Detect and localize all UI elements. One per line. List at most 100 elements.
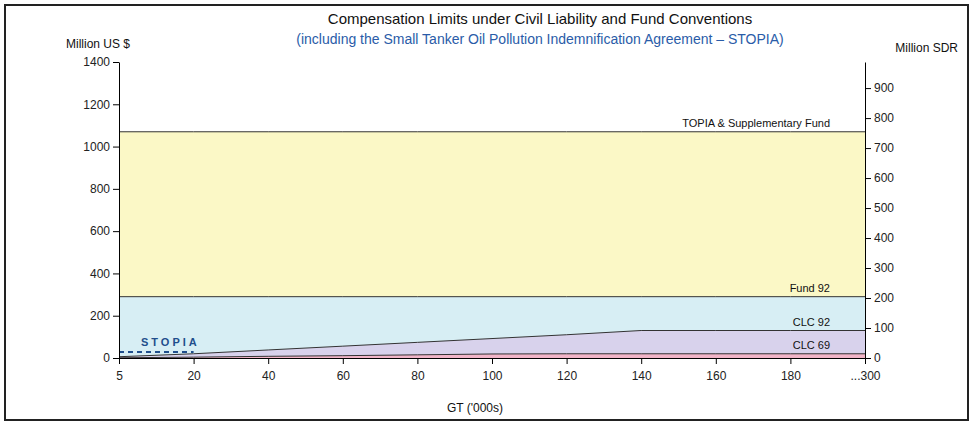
tick-label: 600 — [90, 224, 110, 238]
tick-label: 20 — [187, 369, 201, 383]
tick-label: 120 — [557, 369, 577, 383]
y2-axis: 0 100 200 300 400 500 600 700 800 900 — [865, 63, 894, 366]
tick-mark — [268, 358, 269, 364]
tick-mark — [113, 273, 119, 274]
tick-label: 400 — [90, 267, 110, 281]
subtitle: (including the Small Tanker Oil Pollutio… — [296, 31, 783, 47]
tick-label: 200 — [90, 309, 110, 323]
tick: 700 — [865, 141, 894, 155]
area-edge — [119, 131, 865, 132]
tick-mark — [567, 358, 568, 364]
tick-label: 80 — [411, 369, 425, 383]
tick: 120 — [557, 358, 577, 383]
tick: 1000 — [83, 140, 119, 154]
tick: 5 — [116, 358, 123, 383]
tick-label: 100 — [482, 369, 502, 383]
tick: 400 — [90, 267, 119, 281]
tick-label: 800 — [90, 182, 110, 196]
tick: 20 — [187, 358, 201, 383]
tick-mark — [113, 147, 119, 148]
tick: 300 — [865, 261, 894, 275]
series-labels: TOPIA & Supplementary FundFund 92CLC 92C… — [141, 117, 830, 351]
tick-label: 1000 — [83, 140, 110, 154]
tick: 100 — [482, 358, 502, 383]
background — [0, 0, 975, 427]
tick: 800 — [865, 111, 894, 125]
tick: 0 — [865, 351, 881, 365]
tick-mark — [790, 358, 791, 364]
tick: 60 — [337, 358, 351, 383]
tick-mark — [865, 298, 871, 299]
tick: 500 — [865, 201, 894, 215]
tick-mark — [865, 118, 871, 119]
tick: 160 — [706, 358, 726, 383]
area — [119, 132, 865, 358]
tick-label: 160 — [706, 369, 726, 383]
tick-label: 300 — [874, 261, 894, 275]
tick-label: 0 — [103, 351, 110, 365]
frame — [5, 5, 968, 420]
area-edge — [119, 296, 865, 297]
tick-label: 500 — [874, 201, 894, 215]
x-axis-title: GT ('000s) — [447, 401, 503, 415]
area — [119, 297, 865, 358]
tick-label: ...300 — [850, 369, 880, 383]
tick-mark — [865, 178, 871, 179]
tick-mark — [113, 231, 119, 232]
tick: 140 — [632, 358, 652, 383]
tick-mark — [417, 358, 418, 364]
tick-mark — [492, 358, 493, 364]
tick-mark — [113, 62, 119, 63]
tick: 200 — [90, 309, 119, 323]
tick: 0 — [103, 351, 119, 365]
tick-label: 60 — [337, 369, 351, 383]
tick: 800 — [90, 182, 119, 196]
tick-label: 1200 — [83, 98, 110, 112]
tick-mark — [865, 148, 871, 149]
tick: 200 — [865, 291, 894, 305]
tick: 600 — [90, 224, 119, 238]
tick-label: 5 — [116, 369, 123, 383]
area — [119, 354, 865, 358]
y-axis-title: Million US $ — [66, 37, 130, 51]
tick-label: 1400 — [83, 55, 110, 69]
area-edge — [119, 354, 865, 358]
tick-mark — [119, 358, 120, 364]
tick: ...300 — [850, 358, 880, 383]
tick-label: 40 — [262, 369, 276, 383]
tick-mark — [113, 104, 119, 105]
tick-label: 700 — [874, 141, 894, 155]
tick-mark — [113, 358, 119, 359]
tick: 1200 — [83, 98, 119, 112]
axis-line — [119, 63, 120, 359]
tick-label: 200 — [874, 291, 894, 305]
y-axis: 0 200 400 600 800 1000 1200 1400 — [83, 55, 119, 365]
tick-mark — [194, 358, 195, 364]
area-edge — [119, 331, 865, 357]
plot-marks — [119, 132, 865, 358]
x-axis: 520406080100120140160180...300 — [116, 358, 881, 383]
tick: 40 — [262, 358, 276, 383]
tick-mark — [865, 328, 871, 329]
tick-label: 100 — [874, 321, 894, 335]
tick-mark — [865, 358, 866, 364]
tick-mark — [865, 268, 871, 269]
area — [119, 331, 865, 358]
tick-mark — [865, 88, 871, 89]
chart: TOPIA & Supplementary FundFund 92CLC 92C… — [0, 0, 975, 427]
tick-label: 600 — [874, 171, 894, 185]
tick: 900 — [865, 81, 894, 95]
title: Compensation Limits under Civil Liabilit… — [328, 10, 752, 27]
tick: 600 — [865, 171, 894, 185]
tick-mark — [865, 238, 871, 239]
tick-mark — [113, 316, 119, 317]
series-label: CLC 92 — [793, 316, 830, 328]
tick: 80 — [411, 358, 425, 383]
y2-axis-title: Million SDR — [895, 41, 958, 55]
series-label: STOPIA — [141, 336, 200, 348]
tick-mark — [716, 358, 717, 364]
axis-line — [865, 63, 866, 359]
tick: 400 — [865, 231, 894, 245]
tick-label: 400 — [874, 231, 894, 245]
tick-label: 900 — [874, 81, 894, 95]
